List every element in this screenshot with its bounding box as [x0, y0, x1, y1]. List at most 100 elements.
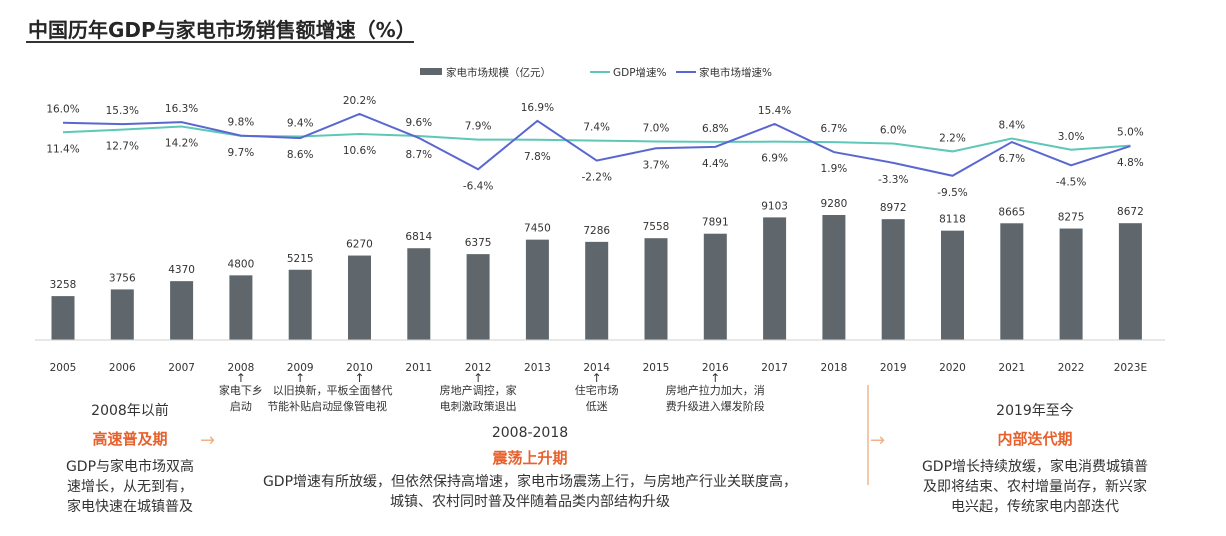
- gdp-label-2017: 6.9%: [761, 153, 788, 165]
- appliance-label-2014: -2.2%: [581, 172, 611, 184]
- x-tick-2008: 2008: [228, 362, 255, 374]
- bar-2017: [763, 217, 787, 340]
- gdp-label-2019: 6.0%: [880, 125, 907, 137]
- x-tick-2023E: 2023E: [1114, 362, 1147, 374]
- gdp-label-2014: 7.4%: [583, 122, 610, 134]
- title-underline: [26, 41, 414, 43]
- era-2-name: 震荡上升期: [492, 449, 568, 467]
- appliance-label-2008: 9.8%: [228, 117, 255, 129]
- appliance-label-2010: 20.2%: [343, 95, 376, 107]
- annotation-line: 电刺激政策退出: [439, 400, 517, 413]
- gdp-label-2023E: 5.0%: [1117, 127, 1144, 139]
- bar-label-2023E: 8672: [1117, 206, 1144, 218]
- gdp-label-2011: 9.6%: [405, 117, 432, 129]
- gdp-label-2009: 9.4%: [287, 117, 314, 129]
- x-axis: 2005 2006 2007 2008 2009 2010 2011 2012 2013 2014…: [35, 339, 1165, 374]
- bar-label-2012: 6375: [465, 237, 492, 249]
- x-tick-2019: 2019: [880, 362, 907, 374]
- annotation-line: 节能补贴启动: [267, 400, 334, 413]
- bar-label-2006: 3756: [109, 272, 136, 284]
- gdp-label-2010: 10.6%: [343, 145, 376, 157]
- era-2-desc: GDP增速有所放缓，但依然保持高增速，家电市场震荡上行，与房地产行业关联度高， …: [230, 472, 830, 512]
- annotation-2014: ↑ 住宅市场低迷: [537, 371, 657, 415]
- bar-label-2007: 4370: [168, 264, 195, 276]
- bar-2005: [51, 296, 75, 340]
- era-3-desc-line: GDP增长持续放缓，家电消费城镇普: [921, 459, 1149, 475]
- gdp-label-2012: 7.9%: [465, 121, 492, 133]
- up-arrow-icon: ↑: [473, 371, 484, 385]
- era-3-desc: GDP增长持续放缓，家电消费城镇普 及即将结束、农村增量尚存，新兴家 电兴起，传…: [900, 457, 1170, 517]
- gdp-label-2013: 7.8%: [524, 151, 551, 163]
- bar-2016: [703, 233, 727, 340]
- bar-2006: [110, 289, 134, 340]
- era-3-name: 内部迭代期: [997, 430, 1073, 448]
- up-arrow-icon: ↑: [354, 371, 365, 385]
- bar-2010: [348, 255, 371, 340]
- bar-2011: [407, 248, 431, 340]
- bar-label-2015: 7558: [643, 221, 670, 233]
- x-tick-2012: 2012: [465, 362, 492, 374]
- annotation-line: 房地产拉力加大，消: [665, 384, 765, 397]
- appliance-label-2022: -4.5%: [1056, 176, 1086, 188]
- appliance-label-2018: 1.9%: [821, 163, 848, 175]
- appliance-label-2011: 8.7%: [405, 149, 432, 161]
- era-3-desc-line: 及即将结束、农村增量尚存，新兴家: [923, 479, 1147, 495]
- x-tick-2007: 2007: [168, 362, 195, 374]
- x-tick-2016: 2016: [702, 362, 729, 374]
- bar-label-2009: 5215: [287, 253, 314, 265]
- gdp-label-2020: 2.2%: [939, 132, 966, 144]
- era-1: 2008年以前 高速普及期 GDP与家电市场双高 速增长，从无到有， 家电快速在…: [40, 400, 220, 517]
- x-tick-2021: 2021: [998, 362, 1025, 374]
- era-3-desc-line: 电兴起，传统家电内部迭代: [951, 499, 1119, 515]
- bar-series: [51, 215, 1142, 340]
- annotation-line: 以旧换新，: [272, 384, 328, 397]
- x-tick-2005: 2005: [50, 362, 77, 374]
- bar-2019: [881, 219, 905, 340]
- era-3: 2019年至今 内部迭代期 GDP增长持续放缓，家电消费城镇普 及即将结束、农村…: [900, 400, 1170, 517]
- era-1-range: 2008年以前: [91, 403, 169, 419]
- bar-label-2017: 9103: [761, 200, 788, 212]
- x-tick-2013: 2013: [524, 362, 551, 374]
- bar-label-2020: 8118: [939, 214, 966, 226]
- page-title: 中国历年GDP与家电市场销售额增速（%）: [28, 18, 416, 42]
- gdp-label-2016: 6.8%: [702, 123, 729, 135]
- era-1-name: 高速普及期: [92, 430, 168, 448]
- bar-2009: [288, 269, 312, 340]
- x-tick-2009: 2009: [287, 362, 314, 374]
- annotation-line: 住宅市场: [574, 384, 619, 397]
- era-2-desc-line: GDP增速有所放缓，但依然保持高增速，家电市场震荡上行，与房地产行业关联度高，: [262, 474, 798, 490]
- up-arrow-icon: ↑: [591, 371, 602, 385]
- bar-2022: [1059, 228, 1083, 340]
- annotation-2009: ↑ 以旧换新， 节能补贴启动: [240, 372, 360, 415]
- x-tick-2022: 2022: [1058, 362, 1085, 374]
- x-tick-2010: 2010: [346, 362, 373, 374]
- appliance-growth-line: [62, 112, 1131, 177]
- bar-2015: [644, 238, 668, 340]
- annotation-2016: ↑ 房地产拉力加大，消 费升级进入爆发阶段: [655, 371, 775, 415]
- legend-label-gdp: GDP增速%: [613, 66, 667, 79]
- bar-2013: [525, 239, 549, 340]
- era-1-desc: GDP与家电市场双高 速增长，从无到有， 家电快速在城镇普及: [40, 457, 220, 517]
- era-arrow-2-icon: →: [870, 430, 886, 451]
- bar-2008: [229, 275, 253, 340]
- x-tick-2006: 2006: [109, 362, 136, 374]
- up-arrow-icon: ↑: [710, 371, 721, 385]
- era-divider: [867, 385, 869, 485]
- appliance-label-2012: -6.4%: [463, 180, 493, 192]
- legend-label-bar: 家电市场规模（亿元）: [446, 66, 551, 79]
- chart-legend: 家电市场规模（亿元） GDP增速% 家电市场增速%: [420, 66, 772, 79]
- x-tick-2011: 2011: [405, 362, 432, 374]
- chart: 家电市场规模（亿元） GDP增速% 家电市场增速% 3258 3756 4370 4800…: [35, 66, 1165, 374]
- annotation-line: 家电下乡: [218, 384, 263, 397]
- legend-bar-swatch: [420, 68, 442, 75]
- annotation-line: 低迷: [585, 400, 608, 413]
- annotation-line: 平板全面替代: [326, 384, 393, 397]
- appliance-label-2006: 15.3%: [106, 105, 139, 117]
- x-tick-2020: 2020: [939, 362, 966, 374]
- gdp-label-2021: 8.4%: [998, 120, 1025, 132]
- bar-2021: [1000, 223, 1024, 340]
- legend-label-appliance: 家电市场增速%: [699, 66, 772, 79]
- x-tick-2014: 2014: [583, 362, 610, 374]
- bar-label-2005: 3258: [50, 279, 77, 291]
- bar-2007: [170, 281, 194, 340]
